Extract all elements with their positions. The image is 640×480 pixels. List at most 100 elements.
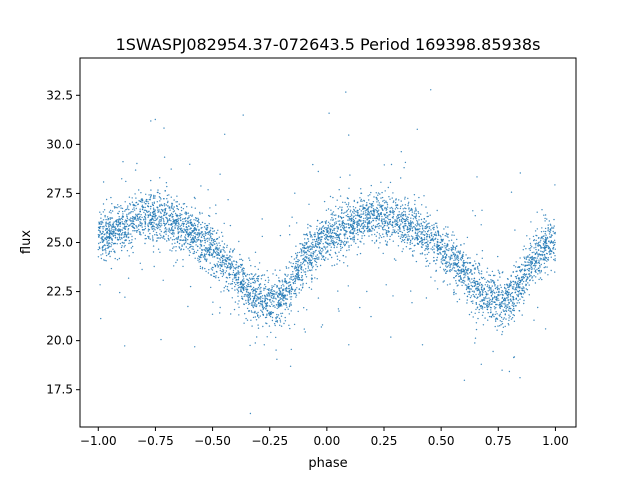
data-point xyxy=(502,326,505,328)
data-point xyxy=(300,264,302,266)
data-point xyxy=(148,198,150,201)
data-point xyxy=(377,204,379,206)
data-point xyxy=(272,297,274,300)
data-point xyxy=(198,222,200,224)
data-point xyxy=(378,215,381,218)
data-point xyxy=(229,268,231,270)
data-point xyxy=(427,240,429,242)
data-point xyxy=(221,262,223,264)
data-point xyxy=(362,222,364,225)
data-point xyxy=(113,226,115,229)
data-point xyxy=(131,197,133,199)
data-point xyxy=(475,303,478,305)
data-point xyxy=(279,289,281,292)
data-point xyxy=(453,242,455,244)
data-point xyxy=(149,223,152,226)
data-point xyxy=(255,273,257,275)
data-point xyxy=(116,259,119,261)
data-point xyxy=(440,261,442,263)
data-point xyxy=(132,223,134,225)
data-point xyxy=(525,280,527,282)
data-point xyxy=(488,281,491,283)
data-point xyxy=(339,216,341,218)
data-point xyxy=(219,250,222,252)
data-point xyxy=(157,209,159,211)
data-point xyxy=(163,235,165,238)
data-point xyxy=(449,266,451,269)
data-point xyxy=(513,305,515,307)
data-point xyxy=(429,241,432,244)
data-point xyxy=(256,277,258,280)
data-point xyxy=(528,262,530,264)
data-point xyxy=(422,228,424,230)
data-point xyxy=(437,238,439,241)
data-point xyxy=(102,203,105,205)
data-point xyxy=(170,212,173,215)
data-point xyxy=(363,221,365,223)
data-point xyxy=(248,277,251,279)
data-point xyxy=(465,271,467,273)
data-point xyxy=(409,229,411,231)
data-point xyxy=(176,240,179,243)
data-point xyxy=(547,274,549,276)
data-point xyxy=(396,219,398,221)
data-point xyxy=(546,253,548,255)
data-point xyxy=(370,230,372,232)
data-point xyxy=(349,218,351,220)
data-point xyxy=(411,230,414,232)
data-point xyxy=(504,287,506,289)
data-point xyxy=(332,214,334,216)
data-point xyxy=(410,217,412,219)
data-point xyxy=(158,224,160,227)
data-point xyxy=(205,260,208,262)
data-point xyxy=(156,237,158,239)
data-point xyxy=(499,284,502,286)
data-point xyxy=(212,241,214,244)
data-point xyxy=(268,325,271,327)
data-point xyxy=(453,262,455,264)
data-point xyxy=(305,243,307,245)
data-point xyxy=(309,236,312,238)
data-point xyxy=(132,226,134,228)
data-point xyxy=(326,239,329,241)
data-point xyxy=(401,231,404,234)
data-point xyxy=(534,266,536,268)
data-point xyxy=(445,253,448,256)
data-point xyxy=(498,272,501,275)
data-point xyxy=(287,308,289,310)
data-point xyxy=(296,254,298,256)
data-point xyxy=(281,312,284,314)
data-point xyxy=(487,319,489,321)
data-point xyxy=(106,232,109,234)
data-point xyxy=(441,246,444,248)
data-point xyxy=(125,222,127,224)
data-point xyxy=(508,283,511,285)
data-point xyxy=(445,232,448,234)
data-point xyxy=(333,246,335,249)
data-point xyxy=(451,247,454,249)
data-point xyxy=(353,215,355,217)
data-point xyxy=(127,228,130,230)
data-point xyxy=(494,313,496,316)
data-point xyxy=(252,304,254,306)
data-point xyxy=(247,279,250,282)
data-point xyxy=(539,241,541,243)
data-point xyxy=(332,232,334,234)
data-point xyxy=(425,245,427,247)
data-point xyxy=(238,314,240,316)
data-point xyxy=(124,226,126,228)
data-point xyxy=(320,326,323,328)
data-point xyxy=(320,233,322,235)
data-point xyxy=(140,222,142,224)
data-point xyxy=(523,302,525,305)
data-point xyxy=(284,308,286,311)
data-point xyxy=(152,204,155,207)
data-point xyxy=(261,306,264,309)
data-point xyxy=(411,238,414,240)
data-point xyxy=(371,230,373,232)
data-point xyxy=(218,242,220,244)
data-point xyxy=(234,276,236,278)
data-point xyxy=(505,290,507,293)
data-point xyxy=(452,266,454,268)
data-point xyxy=(170,207,173,209)
